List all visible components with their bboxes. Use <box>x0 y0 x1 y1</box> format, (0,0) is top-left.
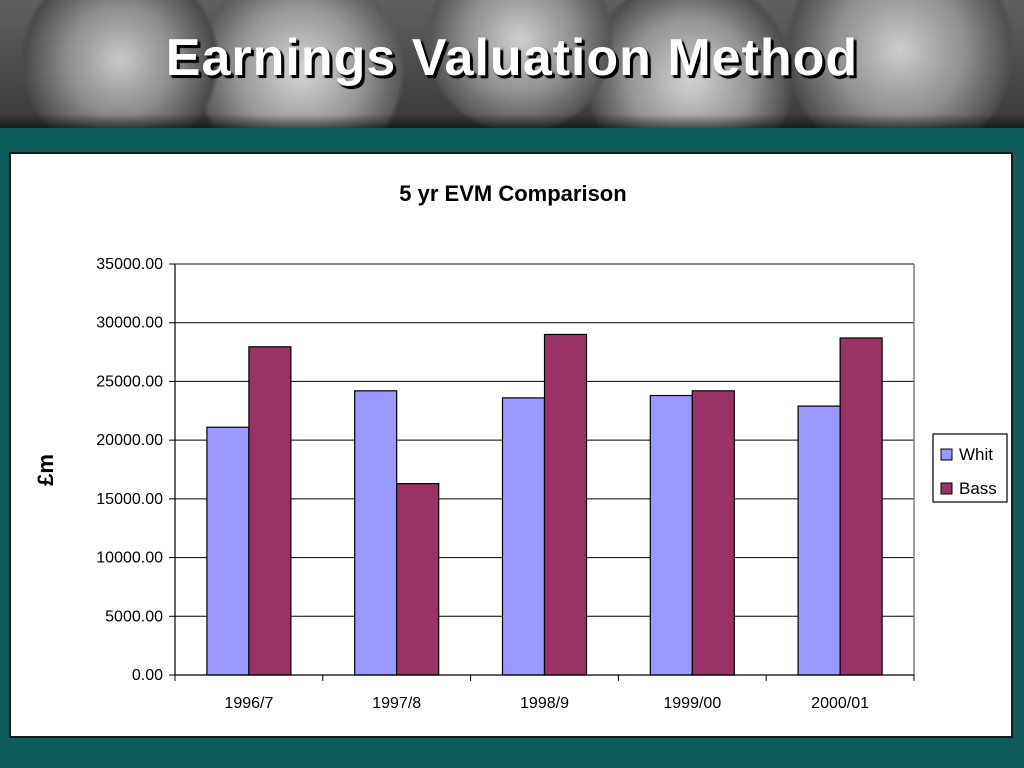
x-tick-label: 1999/00 <box>663 695 721 712</box>
chart-title: 5 yr EVM Comparison <box>399 181 626 206</box>
x-tick-labels: 1996/7 1997/8 1998/9 1999/00 2000/01 <box>224 695 869 712</box>
x-tick-label: 1996/7 <box>224 695 273 712</box>
y-tick-label: 30000.00 <box>96 315 163 332</box>
bars <box>206 333 883 676</box>
y-axis-label: £m <box>33 454 58 486</box>
bar-whit <box>649 394 693 676</box>
x-tick-label: 1997/8 <box>372 695 421 712</box>
bar-chart: 5 yr EVM Comparison £m 0.00 5000.00 10000.… <box>33 181 1008 712</box>
slide-title: Earnings Valuation Method <box>165 29 859 87</box>
bar-whit <box>206 426 250 676</box>
legend-swatch-whit <box>940 448 953 461</box>
legend: Whit Bass <box>932 433 1008 503</box>
y-tick-label: 20000.00 <box>96 432 163 449</box>
y-tick-label: 35000.00 <box>96 256 163 273</box>
header-shadow <box>0 114 1024 128</box>
x-tick-label: 2000/01 <box>811 695 869 712</box>
bar-bass <box>691 390 735 676</box>
header-banner: Earnings Valuation Method <box>0 0 1024 128</box>
axes <box>174 264 915 681</box>
bar-whit <box>354 390 398 676</box>
legend-label-bass: Bass <box>959 479 997 498</box>
chart-panel: 5 yr EVM Comparison £m 0.00 5000.00 10000.… <box>9 152 1013 738</box>
y-tick-label: 5000.00 <box>105 608 163 625</box>
legend-label-whit: Whit <box>959 445 993 464</box>
y-tick-label: 15000.00 <box>96 491 163 508</box>
bar-bass <box>543 333 588 676</box>
bar-whit <box>797 405 841 676</box>
y-tick-label: 0.00 <box>132 667 163 684</box>
bar-whit <box>501 397 546 676</box>
y-tick-labels: 0.00 5000.00 10000.00 15000.00 20000.00 25000… <box>96 256 163 684</box>
legend-box <box>932 433 1008 503</box>
x-tick-label: 1998/9 <box>520 695 569 712</box>
bar-bass <box>839 337 883 676</box>
y-tick-label: 10000.00 <box>96 550 163 567</box>
bar-bass <box>248 346 292 676</box>
bar-bass <box>396 482 440 676</box>
legend-swatch-bass <box>940 482 953 495</box>
y-tick-label: 25000.00 <box>96 373 163 390</box>
